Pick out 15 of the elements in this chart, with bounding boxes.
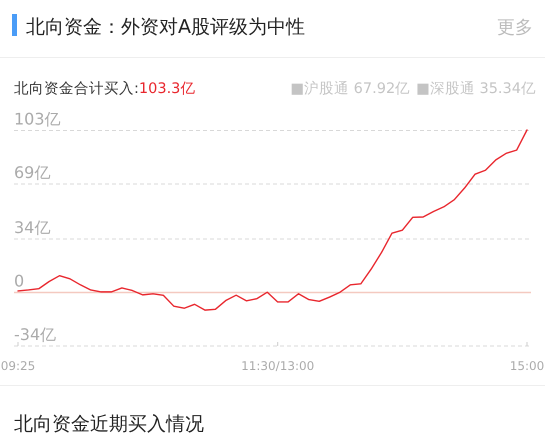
x-tick-label: 11:30/13:00: [241, 359, 314, 373]
x-tick-label: 09:25: [0, 359, 36, 373]
y-tick-label: 69亿: [14, 162, 50, 182]
text: 北向资金合计买入:: [14, 80, 139, 97]
text: ■沪股通 67.92亿: [290, 80, 410, 97]
y-tick-label: -34亿: [14, 325, 56, 344]
x-tick-label: 15:00: [510, 359, 544, 373]
text: 更多: [497, 17, 533, 38]
text: 北向资金近期买入情况: [14, 413, 204, 435]
text: ■深股通 35.34亿: [416, 80, 536, 97]
text: 103.3亿: [138, 81, 196, 97]
y-tick-label: 34亿: [14, 218, 50, 238]
chart-title: 北向资金：外资对A股评级为中性: [26, 16, 305, 38]
y-tick-label: 0: [14, 272, 24, 291]
y-tick-label: 103亿: [14, 109, 61, 128]
